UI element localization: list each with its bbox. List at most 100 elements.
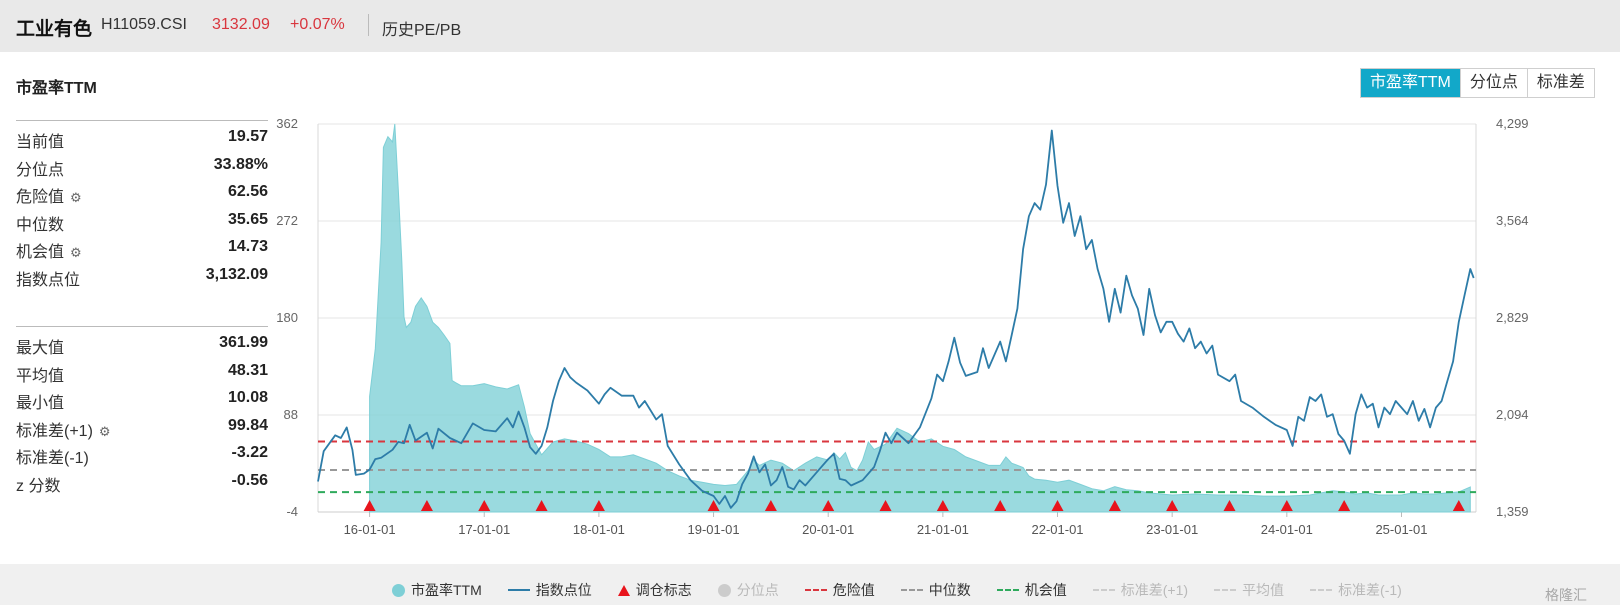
rebalance-marker <box>1166 500 1179 511</box>
legend-dash-swatch <box>996 589 1019 591</box>
stat-label: 分位点 <box>16 161 65 179</box>
x-tick-label: 19-01-01 <box>688 522 740 537</box>
stat-label-text: 标准差(+1) <box>16 422 93 440</box>
legend-dash-swatch <box>900 589 923 591</box>
legend-label: 指数点位 <box>535 582 592 598</box>
legend-label: 危险值 <box>832 582 875 598</box>
rebalance-marker <box>1280 500 1293 511</box>
stat-label: 危险值 ⚙ <box>16 183 82 207</box>
gear-icon[interactable]: ⚙ <box>70 190 82 205</box>
legend-item[interactable]: 市盈率TTM <box>392 580 482 600</box>
stat-label: 标准差(+1) ⚙ <box>16 417 111 441</box>
stat-label: 指数点位 <box>16 271 81 289</box>
stat-value: 10.08 <box>227 389 268 406</box>
stat-value: 99.84 <box>227 416 268 434</box>
valuation-panel: 市盈率TTM 市盈率TTM 分位点 标准差 当前值 19.57 分位点 33.88%… <box>0 52 1620 603</box>
legend-item[interactable]: 平均值 <box>1214 580 1284 600</box>
y-left-tick-label: 272 <box>276 213 298 228</box>
stat-value: 3,132.09 <box>205 265 268 283</box>
legend-label: 机会值 <box>1024 582 1067 598</box>
gear-icon[interactable]: ⚙ <box>98 423 111 439</box>
legend-item[interactable]: 调仓标志 <box>617 580 692 600</box>
stat-label: 机会值 ⚙ <box>16 238 82 262</box>
rebalance-marker <box>1452 500 1465 511</box>
stats-top: 当前值 19.57 分位点 33.88% 危险值 ⚙ 62.56 中位数 35.65 机会… <box>16 120 268 289</box>
legend-item[interactable]: 分位点 <box>717 580 779 600</box>
rebalance-marker <box>1338 500 1351 511</box>
stat-row-median: 中位数 35.65 <box>16 206 268 234</box>
tab-percentile[interactable]: 分位点 <box>1459 69 1527 97</box>
legend-dash-swatch <box>1310 589 1333 591</box>
legend-line-swatch <box>507 589 530 591</box>
stat-value: 33.88% <box>213 155 268 173</box>
stat-value: 14.73 <box>227 238 268 255</box>
x-tick-label: 25-01-01 <box>1375 522 1427 537</box>
rebalance-marker <box>420 500 433 511</box>
x-tick-label: 23-01-01 <box>1146 522 1198 537</box>
legend-item[interactable]: 机会值 <box>996 580 1067 600</box>
legend-triangle-swatch <box>617 584 630 596</box>
watermark: 格隆汇 <box>1545 587 1587 603</box>
header-divider <box>368 14 369 36</box>
stat-row-opportunity: 机会值 ⚙ 14.73 <box>16 233 268 261</box>
legend-item[interactable]: 标准差(+1) <box>1092 580 1189 600</box>
x-tick-label: 16-01-01 <box>344 522 396 537</box>
rebalance-marker <box>1051 500 1064 511</box>
index-name: 工业有色 <box>16 19 93 40</box>
stat-row-zscore: z 分数 -0.56 <box>16 467 268 495</box>
legend-item[interactable]: 指数点位 <box>507 580 592 600</box>
rebalance-marker <box>764 500 777 511</box>
index-change: +0.07% <box>290 16 345 33</box>
stat-label: 最大值 <box>16 340 65 357</box>
y-right-tick-label: 1,359 <box>1496 504 1529 519</box>
rebalance-marker <box>1223 500 1236 511</box>
stat-row-std-minus: 标准差(-1) -3.22 <box>16 439 268 467</box>
legend-label: 分位点 <box>736 582 779 598</box>
rebalance-marker <box>1108 500 1121 511</box>
stats-bottom: 最大值 361.99 平均值 48.31 最小值 10.08 标准差(+1) ⚙ 99.8… <box>16 326 268 495</box>
y-left-tick-label: 362 <box>276 116 298 131</box>
y-left-tick-label: -4 <box>286 504 298 519</box>
stat-row-std-plus: 标准差(+1) ⚙ 99.84 <box>16 412 268 440</box>
stat-value: 361.99 <box>219 334 268 351</box>
y-right-tick-label: 2,094 <box>1496 407 1529 422</box>
legend-label: 调仓标志 <box>635 582 692 598</box>
index-price: 3132.09 <box>212 16 270 33</box>
legend-item[interactable]: 危险值 <box>804 580 875 600</box>
stat-label: z 分数 <box>16 477 61 495</box>
y-left-tick-label: 88 <box>284 407 298 422</box>
rebalance-marker <box>535 500 548 511</box>
history-pe-pb-link[interactable]: 历史PE/PB <box>382 22 462 39</box>
stat-label: 最小值 <box>16 395 65 412</box>
stat-row-percentile: 分位点 33.88% <box>16 151 268 179</box>
stat-value: 48.31 <box>227 361 268 379</box>
stat-row-index-level: 指数点位 3,132.09 <box>16 261 268 289</box>
legend-label: 平均值 <box>1242 582 1285 598</box>
legend-item[interactable]: 标准差(-1) <box>1310 580 1402 600</box>
rebalance-marker <box>363 500 376 511</box>
stat-label: 平均值 <box>16 367 65 385</box>
tab-std-dev[interactable]: 标准差 <box>1526 69 1594 97</box>
rebalance-marker <box>707 500 720 511</box>
gear-icon[interactable]: ⚙ <box>70 245 82 260</box>
stat-label-text: 机会值 <box>16 244 65 261</box>
stat-value: 62.56 <box>227 183 268 200</box>
stat-row-min: 最小值 10.08 <box>16 384 268 412</box>
x-tick-label: 22-01-01 <box>1031 522 1083 537</box>
stat-value: 35.65 <box>227 210 268 228</box>
tab-pe-ttm[interactable]: 市盈率TTM <box>1361 69 1460 97</box>
panel-title: 市盈率TTM <box>16 80 97 97</box>
stat-row-max: 最大值 361.99 <box>16 329 268 357</box>
rebalance-marker <box>936 500 949 511</box>
pe-chart[interactable]: 362 4,299 272 3,564 180 2,829 88 2,094 -4 1,359 16… <box>270 114 1620 544</box>
stat-label: 标准差(-1) <box>16 450 89 467</box>
legend-dot-swatch <box>717 583 731 597</box>
rebalance-marker <box>822 500 835 511</box>
legend-dash-swatch <box>1092 589 1115 591</box>
stats-divider <box>16 120 268 121</box>
legend-label: 标准差(+1) <box>1120 582 1189 598</box>
rebalance-marker <box>994 500 1007 511</box>
legend-dash-swatch <box>804 589 827 591</box>
legend-item[interactable]: 中位数 <box>900 580 971 600</box>
stat-value: -0.56 <box>231 471 268 489</box>
